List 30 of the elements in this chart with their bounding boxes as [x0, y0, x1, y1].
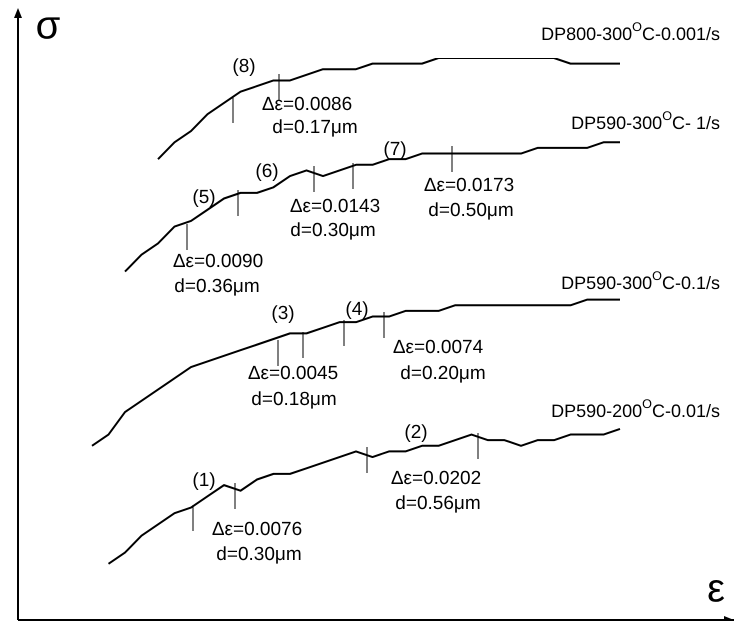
- annotation: d=0.18μm: [251, 389, 337, 410]
- annotation: (5): [192, 187, 216, 208]
- annotation: d=0.50μm: [428, 200, 514, 222]
- annotation: Δε=0.0076: [212, 519, 302, 540]
- annotation: d=0.17μm: [272, 117, 358, 138]
- annotation: d=0.20μm: [400, 363, 486, 384]
- annotation: d=0.30μm: [290, 220, 376, 242]
- series-label: DP590-200$^{O}$C-0.01/s: [551, 397, 720, 421]
- series-label: DP590-300$^{O}$C-0.1/s: [561, 269, 720, 293]
- annotation: Δε=0.0173: [424, 175, 514, 196]
- annotation: Δε=0.0045: [248, 363, 338, 384]
- annotation: (2): [404, 422, 428, 444]
- annotation: d=0.36μm: [174, 276, 260, 298]
- annotation: (7): [383, 139, 407, 160]
- annotation: d=0.30μm: [216, 544, 302, 566]
- y-axis-title: σ: [36, 4, 61, 48]
- annotation: (8): [232, 56, 256, 78]
- annotation: Δε=0.0074: [392, 337, 484, 358]
- annotation: (6): [255, 161, 279, 182]
- annotation: Δε=0.0202: [390, 468, 482, 490]
- annotation: d=0.56μm: [395, 493, 481, 514]
- annotation: (4): [345, 299, 369, 320]
- x-axis-title: ε: [707, 566, 726, 611]
- annotation: Δε=0.0090: [172, 251, 264, 272]
- annotation: Δε=0.0143: [290, 196, 380, 218]
- series-label: DP800-300$^{O}$C-0.001/s: [541, 20, 720, 44]
- annotation: Δε=0.0086: [262, 94, 352, 116]
- annotation: (3): [271, 303, 295, 324]
- series-label: DP590-300$^{O}$C- 1/s: [571, 109, 720, 133]
- annotation: (1): [192, 470, 216, 492]
